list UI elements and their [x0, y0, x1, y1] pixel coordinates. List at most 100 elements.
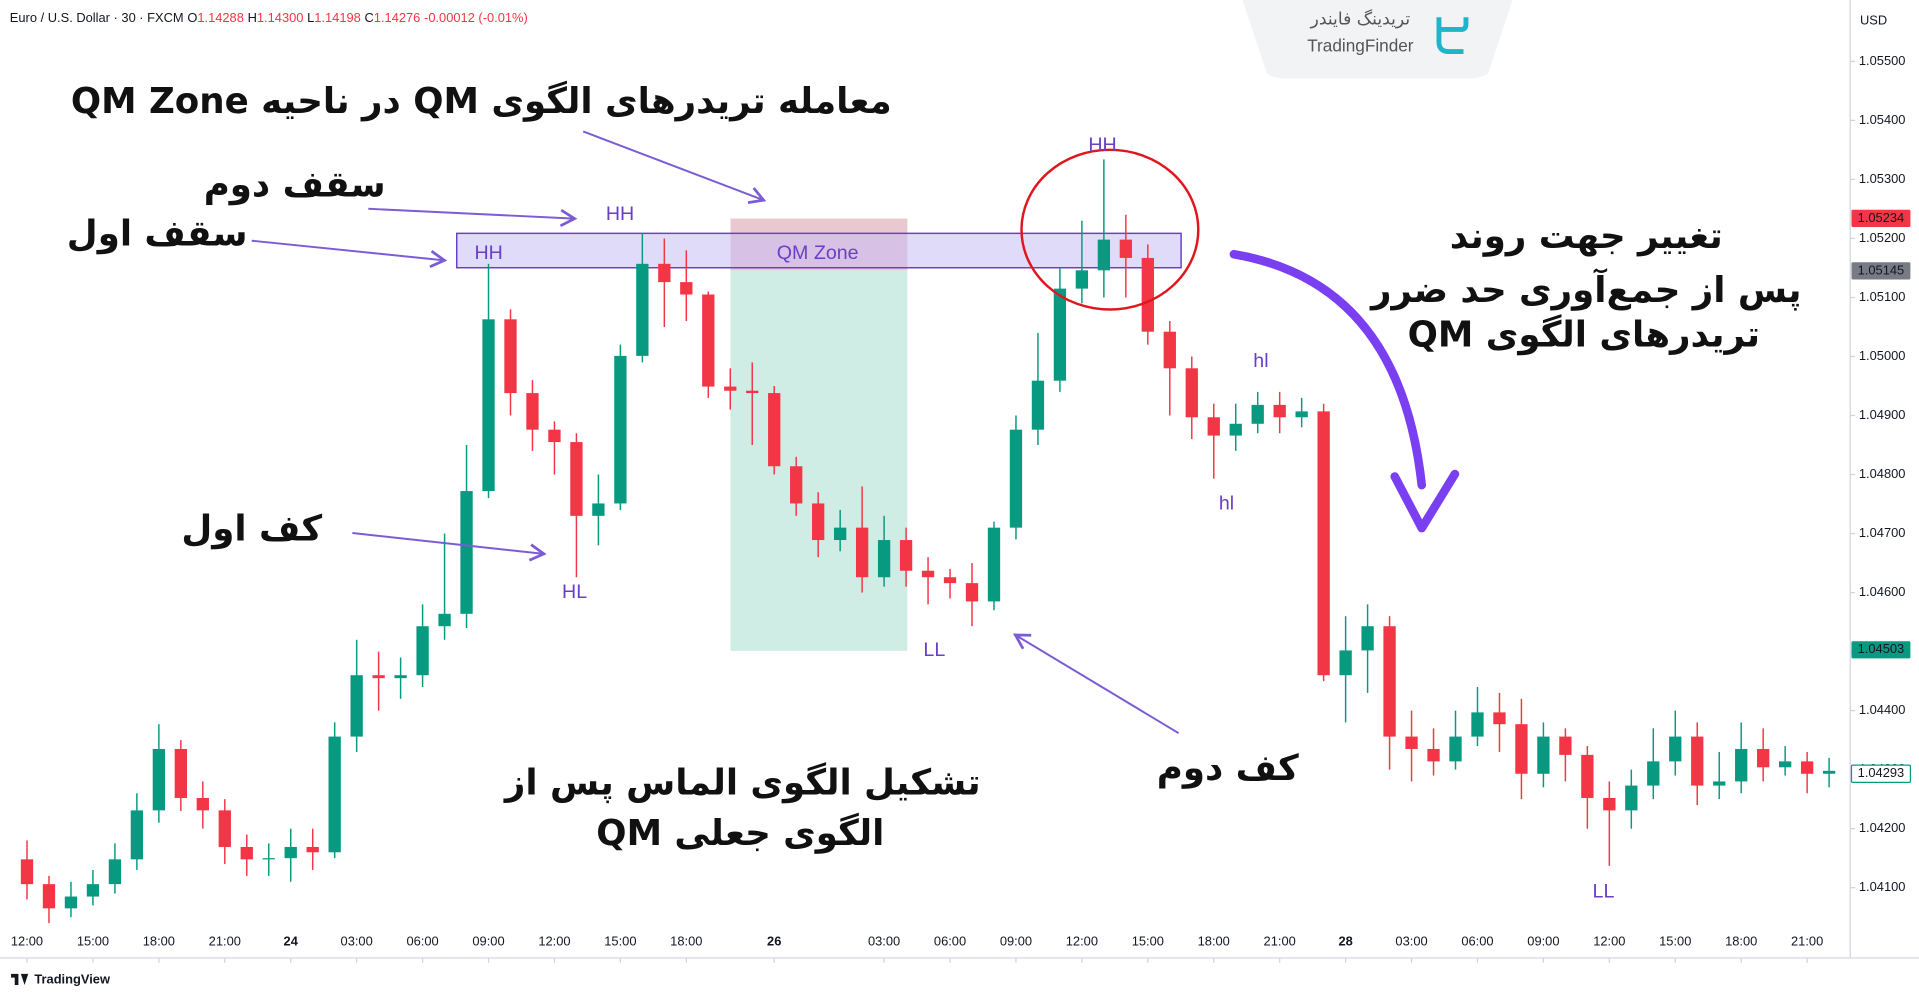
candle-body: [86, 884, 100, 897]
price-label: 1.04503: [1858, 641, 1905, 656]
candle-body: [460, 491, 473, 614]
plot: [20, 159, 1836, 924]
annotation: تریدرهای الگوی QM: [1408, 313, 1760, 355]
candle-body: [394, 675, 407, 679]
candle-body: [1075, 270, 1089, 289]
price-label: 1.05234: [1858, 210, 1905, 225]
x-tick-label: 12:00: [538, 933, 570, 948]
candle-body: [1625, 785, 1638, 811]
x-tick-label: 18:00: [670, 933, 702, 948]
candle-body: [1581, 754, 1594, 798]
ohlc-key: C: [365, 10, 374, 25]
candle-body: [1097, 239, 1111, 271]
symbol: Euro / U.S. Dollar · 30 · FXCM: [10, 10, 184, 25]
swing-label: LL: [923, 639, 945, 661]
x-tick-label: 24: [284, 933, 299, 948]
x-tick-label: 15:00: [77, 933, 109, 948]
candle-body: [1361, 626, 1374, 651]
candle-body: [1163, 331, 1176, 369]
y-tick-label: 1.04900: [1859, 407, 1906, 422]
ohlc-value: 1.14288: [197, 10, 244, 25]
x-tick-label: 09:00: [472, 933, 504, 948]
candle-body: [746, 390, 759, 394]
ohlc-value: 1.14300: [257, 10, 304, 25]
candle-body: [921, 570, 935, 578]
candle-body: [1537, 736, 1550, 774]
swing-label: HH: [606, 203, 634, 225]
candle-body: [1273, 404, 1286, 418]
logo-panel: [1242, 0, 1513, 79]
candle-body: [1207, 417, 1220, 436]
candle-body: [1339, 650, 1352, 676]
swing-label: HL: [562, 581, 587, 603]
candle-body: [306, 846, 319, 853]
price-label-box: [1851, 209, 1911, 227]
candle-body: [372, 675, 385, 679]
ohlc-value: 1.14276: [374, 10, 421, 25]
y-tick-label: 1.04200: [1859, 820, 1906, 835]
arrow: [582, 130, 767, 204]
header: Euro / U.S. Dollar · 30 · FXCM O 1.14288 H 1…: [10, 10, 528, 25]
y-tick-label: 1.04400: [1859, 702, 1906, 717]
ohlc-key: O: [187, 10, 197, 25]
candle-body: [724, 386, 737, 391]
candle-body: [152, 748, 166, 811]
annotation: کف اول: [181, 508, 322, 549]
x-tick-label: 06:00: [934, 933, 966, 948]
candle-body: [987, 527, 1001, 602]
trend-arrow-head: [1390, 469, 1460, 533]
candle-body: [1317, 411, 1330, 676]
y-tick-label: 1.05400: [1859, 112, 1906, 127]
logo-icon: [1436, 17, 1469, 55]
candle-body: [1559, 736, 1572, 755]
candle-body: [218, 810, 231, 847]
candle-body: [64, 896, 78, 909]
price-label: 1.05145: [1858, 262, 1905, 277]
x-tick-label: 03:00: [1395, 933, 1427, 948]
candle-body: [702, 294, 715, 387]
x-tick-label: 06:00: [1461, 933, 1493, 948]
candle-body: [899, 540, 913, 571]
annotation: سقف دوم: [204, 164, 386, 205]
candle-body: [482, 319, 495, 492]
candle-body: [1185, 368, 1198, 418]
x-tick-label: 12:00: [1066, 933, 1098, 948]
candle-body: [1647, 761, 1660, 786]
candle-body: [636, 263, 649, 356]
annotation: الگوی جعلی QM: [596, 812, 884, 854]
price-label-box: [1851, 262, 1911, 280]
candle-body: [1822, 770, 1836, 774]
candle-body: [1779, 761, 1792, 768]
arrow: [1012, 633, 1180, 735]
y-tick-label: 1.05000: [1859, 348, 1906, 363]
logo-en: TradingFinder: [1307, 36, 1414, 56]
annotation: تشکیل الگوی الماس پس از: [503, 762, 981, 804]
candle-body: [174, 748, 187, 798]
annotation: کف دوم: [1157, 748, 1299, 789]
x-tick-label: 03:00: [868, 933, 900, 948]
candle-body: [1251, 404, 1264, 424]
candle-body: [812, 503, 825, 541]
candle-body: [526, 393, 539, 430]
annotation: معامله تریدرهای الگوی QM در ناحیه QM Zon…: [71, 80, 892, 122]
price-label-box: [1850, 764, 1912, 783]
candle-body: [943, 577, 957, 584]
axes: 1.041001.042001.043001.044001.045001.046…: [11, 53, 1912, 963]
candle-body: [1515, 724, 1528, 774]
candle-body: [833, 527, 847, 541]
candle-body: [350, 675, 363, 737]
trend-arrow: [1229, 249, 1427, 490]
ohlc-key: H: [248, 10, 257, 25]
candle-body: [1009, 429, 1023, 528]
candle-body: [196, 797, 209, 811]
candle-body: [965, 583, 979, 602]
x-tick-label: 09:00: [1527, 933, 1559, 948]
x-tick-label: 21:00: [1264, 933, 1296, 948]
footer-logo: [11, 973, 29, 985]
annotation: پس از جمع‌آوری حد ضرر: [1369, 268, 1802, 311]
ohlc-value: 1.14198: [314, 10, 361, 25]
y-tick-label: 1.05100: [1859, 289, 1906, 304]
x-tick-label: 21:00: [209, 933, 241, 948]
y-tick-label: 1.04700: [1859, 525, 1906, 540]
x-tick-label: 26: [767, 933, 781, 948]
